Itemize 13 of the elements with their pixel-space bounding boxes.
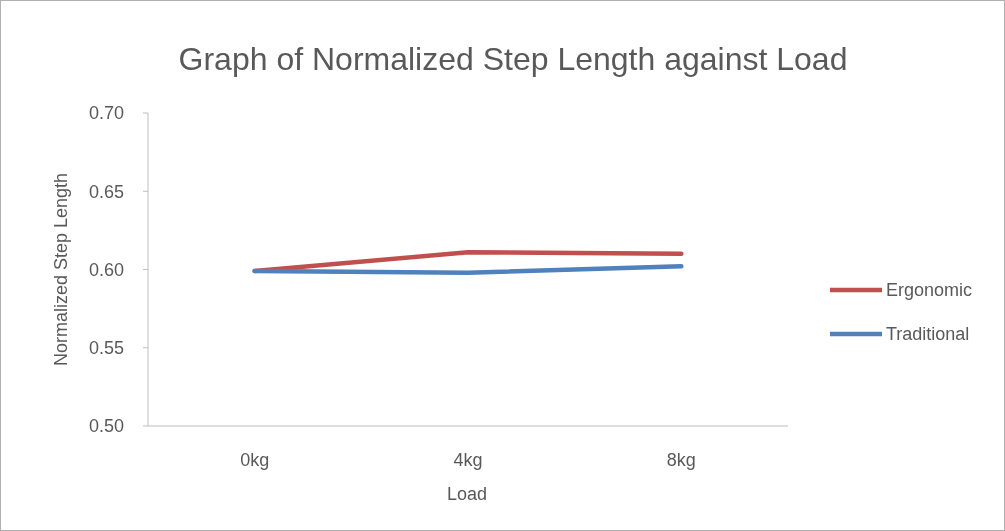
y-tick-label: 0.55 (88, 338, 124, 359)
x-tick-label: 0kg (240, 450, 270, 470)
y-tick-label: 0.50 (88, 416, 124, 437)
legend-label: Traditional (886, 324, 970, 345)
x-tick-label: 8kg (666, 450, 696, 470)
x-tick-label: 4kg (453, 450, 483, 470)
chart-title: Graph of Normalized Step Length against Load (178, 41, 848, 77)
y-tick-label: 0.65 (88, 181, 124, 202)
x-axis-title: Load (446, 484, 488, 504)
y-tick-label: 0.70 (88, 103, 124, 124)
legend-label: Ergonomic (886, 280, 973, 301)
y-tick-label: 0.60 (88, 259, 124, 280)
y-axis-title: Normalized Step Length (51, 172, 71, 367)
